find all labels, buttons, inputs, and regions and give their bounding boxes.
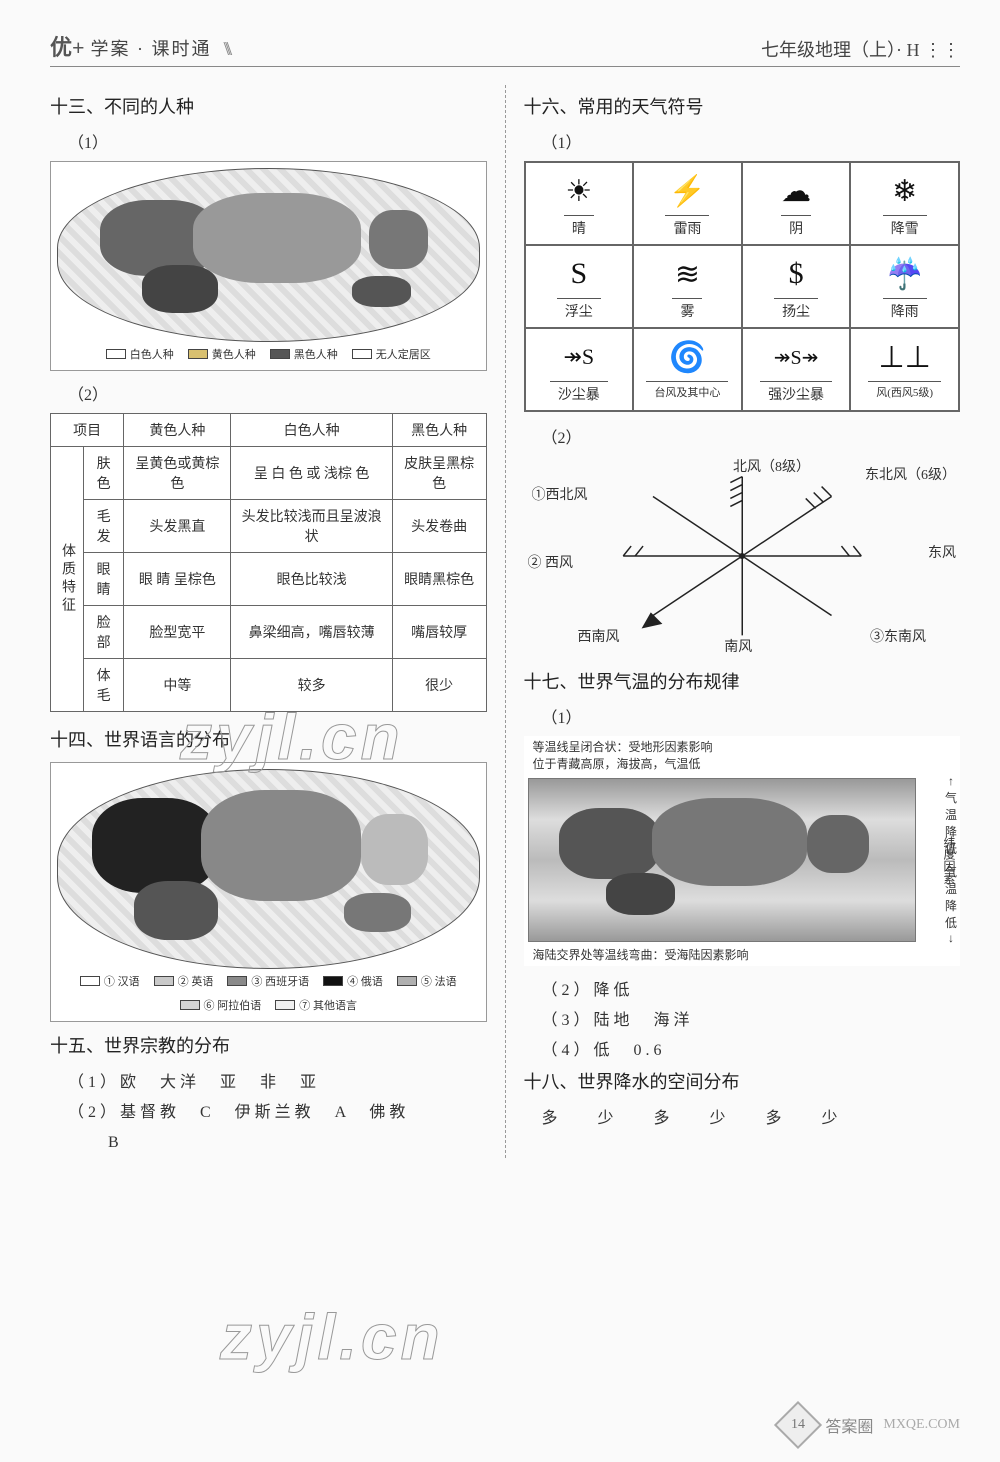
typhoon-icon: 🌀 xyxy=(638,337,737,377)
content-columns: 十三、不同的人种 （1） 白色人种 黄色人种 黑色人种 无人定居区 （2） xyxy=(50,85,960,1158)
page-number-badge: 14 xyxy=(774,1401,822,1449)
wcell-8: ↠S沙尘暴 xyxy=(525,328,634,411)
temperature-map: 等温线呈闭合状：受地形因素影响 位于青藏高原，海拔高，气温低 海陆交界处等温线弯… xyxy=(524,736,961,966)
weather-grid: ☀晴 ⚡雷雨 ☁阴 ❄降雪 S浮尘 ≋雾 $扬尘 ☔降雨 ↠S沙尘暴 🌀台风及其… xyxy=(524,161,961,412)
page-root: 优+ 学案 · 课时通 \\\ 七年级地理（上）· H ⋮⋮ 十三、不同的人种 … xyxy=(0,0,1000,1462)
column-divider xyxy=(505,85,506,1158)
wlbl-nw: ①西北风 xyxy=(532,484,588,504)
wlbl-sw: 西南风 xyxy=(578,626,620,646)
wlbl-n: 北风（8级） xyxy=(733,456,810,476)
race-th-1: 黄色人种 xyxy=(124,414,231,447)
lang-legend: ① 汉语 ② 英语 ③ 西班牙语 ④ 俄语 ⑤ 法语 ⑥ 阿拉伯语 ⑦ 其他语言 xyxy=(51,967,486,1019)
wlbl-e: 东风 xyxy=(928,542,956,562)
footer: 14 答案圈 MXQE.COM xyxy=(781,1408,960,1442)
s17-a3: （3）陆地 海洋 xyxy=(542,1006,961,1030)
race-map: 白色人种 黄色人种 黑色人种 无人定居区 xyxy=(50,161,487,371)
page-header: 优+ 学案 · 课时通 \\\ 七年级地理（上）· H ⋮⋮ xyxy=(50,30,960,67)
wcell-4: S浮尘 xyxy=(525,245,634,328)
wind-center xyxy=(739,553,745,559)
s17-p1: （1） xyxy=(542,704,961,728)
brand-sub: 学案 · 课时通 xyxy=(91,35,212,61)
language-map: ① 汉语 ② 英语 ③ 西班牙语 ④ 俄语 ⑤ 法语 ⑥ 阿拉伯语 ⑦ 其他语言 xyxy=(50,762,487,1022)
dust-raise-icon: $ xyxy=(747,254,846,294)
s17-a4: （4）低 0.6 xyxy=(542,1036,961,1060)
globe-outline xyxy=(57,168,480,342)
s14-title: 十四、世界语言的分布 xyxy=(50,726,487,752)
race-th-0: 项目 xyxy=(51,414,124,447)
wlbl-ne: 东北风（6级） xyxy=(865,464,956,484)
left-column: 十三、不同的人种 （1） 白色人种 黄色人种 黑色人种 无人定居区 （2） xyxy=(50,85,487,1158)
s13-title: 十三、不同的人种 xyxy=(50,93,487,119)
wcell-6: $扬尘 xyxy=(742,245,851,328)
s15-a1: （1）欧 大洋 亚 非 亚 xyxy=(68,1068,487,1092)
wcell-7: ☔降雨 xyxy=(850,245,959,328)
strong-sandstorm-icon: ↠S↠ xyxy=(747,337,846,377)
wlbl-s: 南风 xyxy=(724,636,752,656)
s15-a2: （2）基督教 C 伊斯兰教 A 佛教 xyxy=(68,1098,487,1122)
wcell-11: ⊥⊥风(西风5级) xyxy=(850,328,959,411)
temp-right-bot: 气温降低↓ xyxy=(944,863,958,946)
s16-p2: （2） xyxy=(542,424,961,448)
race-th-3: 黑色人种 xyxy=(392,414,486,447)
race-th-2: 白色人种 xyxy=(231,414,392,447)
snow-icon: ❄ xyxy=(855,171,954,211)
rain-icon: ☔ xyxy=(855,254,954,294)
footer-brand1: 答案圈 xyxy=(825,1413,873,1437)
sun-icon: ☀ xyxy=(530,171,629,211)
wcell-3: ❄降雪 xyxy=(850,162,959,245)
wcell-2: ☁阴 xyxy=(742,162,851,245)
wcell-5: ≋雾 xyxy=(633,245,742,328)
header-right: 七年级地理（上）· H ⋮⋮ xyxy=(761,36,960,62)
s16-title: 十六、常用的天气符号 xyxy=(524,93,961,119)
wlbl-w: ② 西风 xyxy=(528,552,574,572)
dust-float-icon: S xyxy=(530,254,629,294)
header-slashes: \\\ xyxy=(224,38,229,61)
s17-title: 十七、世界气温的分布规律 xyxy=(524,668,961,694)
cloud-icon: ☁ xyxy=(747,171,846,211)
s15-a3: B xyxy=(68,1128,487,1152)
sandstorm-icon: ↠S xyxy=(530,337,629,377)
right-column: 十六、常用的天气符号 （1） ☀晴 ⚡雷雨 ☁阴 ❄降雪 S浮尘 ≋雾 $扬尘 … xyxy=(524,85,961,1158)
thunder-icon: ⚡ xyxy=(638,171,737,211)
s15-title: 十五、世界宗教的分布 xyxy=(50,1032,487,1058)
temp-annot-bottom: 海陆交界处等温线弯曲：受海陆因素影响 xyxy=(530,945,752,964)
s18-title: 十八、世界降水的空间分布 xyxy=(524,1068,961,1094)
header-left: 优+ 学案 · 课时通 \\\ xyxy=(50,30,228,62)
wcell-9: 🌀台风及其中心 xyxy=(633,328,742,411)
wcell-1: ⚡雷雨 xyxy=(633,162,742,245)
s13-p1: （1） xyxy=(68,129,487,153)
s13-p2: （2） xyxy=(68,381,487,405)
wcell-10: ↠S↠强沙尘暴 xyxy=(742,328,851,411)
wind-rose-diagram: 北风（8级） 东北风（6级） 东风 ③东南风 南风 西南风 ② 西风 ①西北风 xyxy=(524,456,961,656)
brand: 优+ xyxy=(50,30,85,62)
s18-ans: 多 少 多 少 多 少 xyxy=(542,1104,961,1128)
s17-a2: （2）降低 xyxy=(542,976,961,1000)
watermark-2: zyjl.cn xyxy=(220,1300,444,1374)
wlbl-se: ③东南风 xyxy=(870,626,926,646)
race-table: 项目 黄色人种 白色人种 黑色人种 体质特征 肤色 呈黄色或黄棕色 呈 白 色 … xyxy=(50,413,487,712)
lang-globe xyxy=(57,769,480,969)
temp-annot-top: 等温线呈闭合状：受地形因素影响 位于青藏高原，海拔高，气温低 xyxy=(530,738,716,774)
fog-icon: ≋ xyxy=(638,254,737,294)
race-stub: 体质特征 xyxy=(51,447,84,712)
footer-brand2: MXQE.COM xyxy=(883,1417,960,1433)
race-map-legend: 白色人种 黄色人种 黑色人种 无人定居区 xyxy=(51,340,486,368)
wind-icon: ⊥⊥ xyxy=(855,337,954,377)
s16-p1: （1） xyxy=(542,129,961,153)
wcell-0: ☀晴 xyxy=(525,162,634,245)
